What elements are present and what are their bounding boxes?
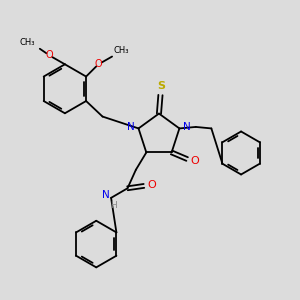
Text: S: S bbox=[157, 81, 165, 91]
Text: CH₃: CH₃ bbox=[114, 46, 129, 55]
Text: N: N bbox=[127, 122, 135, 132]
Text: O: O bbox=[95, 59, 103, 69]
Text: CH₃: CH₃ bbox=[20, 38, 35, 47]
Text: O: O bbox=[190, 155, 199, 166]
Text: N: N bbox=[102, 190, 110, 200]
Text: N: N bbox=[183, 122, 191, 132]
Text: O: O bbox=[46, 50, 53, 60]
Text: H: H bbox=[110, 201, 117, 210]
Text: O: O bbox=[147, 180, 156, 190]
